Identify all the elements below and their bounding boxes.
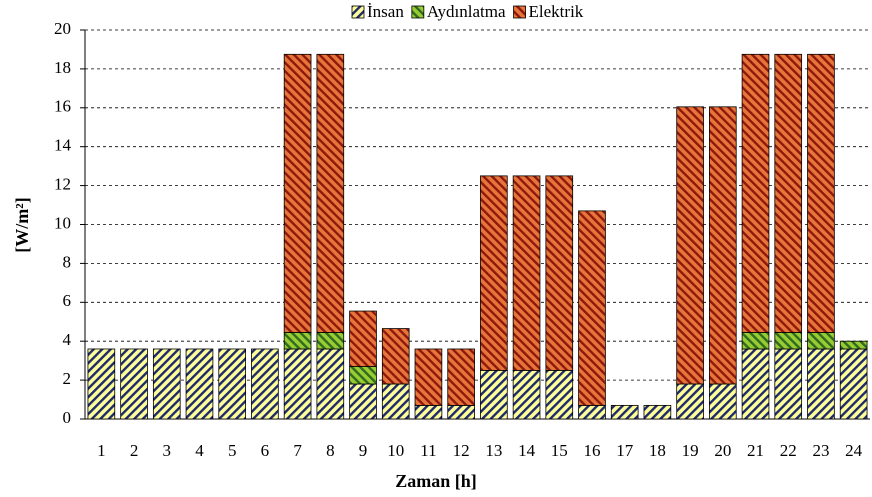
x-tick-label: 3 xyxy=(163,441,172,460)
bar-segment xyxy=(283,348,312,420)
legend-label: İnsan xyxy=(367,2,404,21)
x-tick-label: 23 xyxy=(812,441,829,460)
y-tick-label: 4 xyxy=(63,330,72,349)
legend-swatch xyxy=(411,5,425,19)
y-tick-label: 14 xyxy=(54,136,72,155)
x-tick-label: 13 xyxy=(485,441,502,460)
bar-segment xyxy=(709,383,737,420)
x-tick-label: 14 xyxy=(518,441,536,460)
y-tick-label: 10 xyxy=(54,213,71,232)
x-tick-label: 18 xyxy=(649,441,666,460)
x-tick-label: 11 xyxy=(420,441,436,460)
x-tick-label: 5 xyxy=(228,441,237,460)
bar-segment xyxy=(316,332,345,350)
x-axis-label: Zaman [h] xyxy=(395,471,477,491)
bar-segment xyxy=(218,348,246,420)
bar-segment xyxy=(545,175,574,371)
bar-segment xyxy=(87,348,116,420)
bar-segment xyxy=(741,332,770,350)
bar-segment xyxy=(447,404,475,420)
y-tick-label: 16 xyxy=(54,97,71,116)
x-tick-label: 10 xyxy=(387,441,404,460)
x-tick-label: 4 xyxy=(195,441,204,460)
bar-segment xyxy=(774,348,803,420)
bar-segment xyxy=(316,348,345,420)
bar-segment xyxy=(807,348,835,420)
x-tick-label: 19 xyxy=(682,441,699,460)
y-axis-label: [W/m²] xyxy=(12,197,32,252)
legend-label: Aydınlatma xyxy=(427,2,506,21)
x-tick-label: 24 xyxy=(845,441,863,460)
bar-segment xyxy=(447,348,475,406)
legend-swatch xyxy=(513,5,526,19)
bar-segment xyxy=(839,340,868,350)
bar-segment xyxy=(480,175,508,371)
x-tick-label: 21 xyxy=(747,441,764,460)
bar-segment xyxy=(381,328,410,385)
x-tick-label: 12 xyxy=(453,441,470,460)
bar-segment xyxy=(676,106,704,385)
bar-segment xyxy=(545,369,574,420)
bar-segment xyxy=(349,366,377,385)
bar-segment xyxy=(349,310,377,367)
x-tick-label: 17 xyxy=(616,441,634,460)
bar-segment xyxy=(251,348,279,420)
bar-segment xyxy=(676,383,704,420)
x-tick-label: 16 xyxy=(583,441,600,460)
bar-segment xyxy=(185,348,214,420)
bar-segment xyxy=(316,53,345,333)
bar-segment xyxy=(414,404,443,420)
bar-segment xyxy=(512,369,541,420)
x-tick-label: 6 xyxy=(261,441,270,460)
bar-segment xyxy=(709,106,737,385)
bar-segment xyxy=(774,53,803,333)
y-tick-label: 0 xyxy=(63,408,72,427)
bar-segment xyxy=(283,332,312,350)
x-tick-label: 8 xyxy=(326,441,335,460)
bar-segment xyxy=(381,383,410,420)
x-tick-label: 7 xyxy=(293,441,302,460)
bar-segment xyxy=(283,53,312,333)
x-tick-label: 20 xyxy=(714,441,731,460)
bar-segment xyxy=(512,175,541,371)
y-tick-label: 20 xyxy=(54,19,71,38)
bar-segment xyxy=(480,369,508,420)
bar-segment xyxy=(578,210,606,406)
x-tick-label: 9 xyxy=(359,441,368,460)
bar-segment xyxy=(643,404,672,420)
x-tick-label: 2 xyxy=(130,441,139,460)
bar-segment xyxy=(610,404,639,420)
bar-segment xyxy=(578,404,606,420)
bar-segment xyxy=(741,53,770,333)
bar-segment xyxy=(741,348,770,420)
bar-segment xyxy=(774,332,803,350)
y-tick-label: 2 xyxy=(63,369,72,388)
legend-swatch xyxy=(351,5,365,19)
bar-segment xyxy=(839,348,868,420)
bar-segment xyxy=(152,348,181,420)
y-tick-label: 12 xyxy=(54,175,71,194)
x-tick-label: 22 xyxy=(780,441,797,460)
y-tick-label: 6 xyxy=(63,291,72,310)
y-tick-label: 18 xyxy=(54,58,71,77)
x-tick-label: 1 xyxy=(97,441,106,460)
bar-segment xyxy=(414,348,443,406)
y-tick-label: 8 xyxy=(63,252,72,271)
bar-segment xyxy=(807,53,835,333)
bar-segment xyxy=(807,332,835,350)
bar-segment xyxy=(120,348,148,420)
legend-label: Elektrik xyxy=(529,2,584,21)
bar-segment xyxy=(349,383,377,420)
x-tick-label: 15 xyxy=(551,441,568,460)
